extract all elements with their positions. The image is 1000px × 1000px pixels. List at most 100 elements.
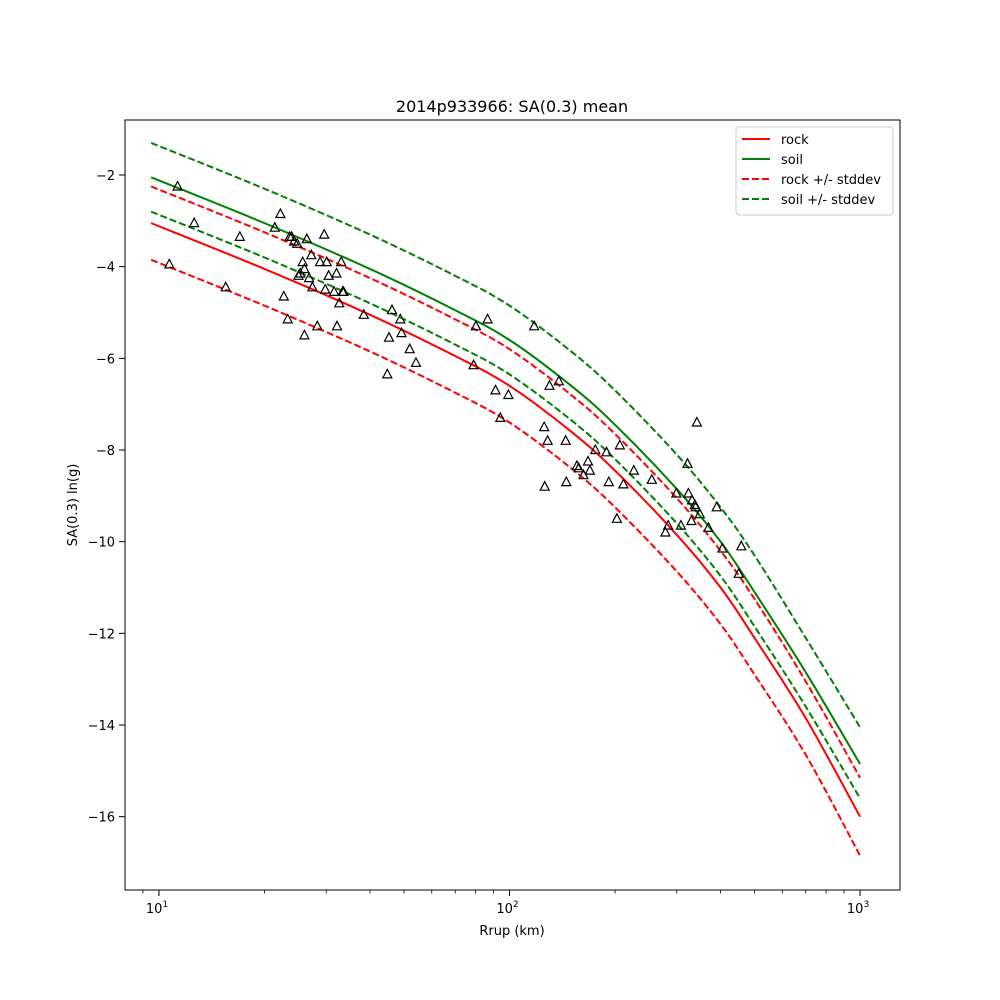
- data-point: [282, 313, 294, 324]
- data-point: [490, 384, 501, 395]
- plot-area: [150, 141, 861, 857]
- data-point: [662, 519, 674, 530]
- data-point: [675, 519, 687, 530]
- data-point: [338, 285, 349, 296]
- rock-line-0: [150, 222, 861, 818]
- data-point: [716, 542, 728, 553]
- data-point: [686, 494, 698, 505]
- data-point: [301, 232, 313, 244]
- data-point: [358, 308, 370, 319]
- data-point: [319, 283, 331, 294]
- data-point: [394, 313, 406, 324]
- data-point: [539, 480, 551, 491]
- data-point: [601, 446, 612, 457]
- x-tick-label: 102: [496, 900, 518, 917]
- data-point: [163, 258, 175, 269]
- data-point: [614, 439, 626, 450]
- data-point: [331, 267, 342, 278]
- data-point: [220, 281, 232, 292]
- y-tick-label: −10: [88, 536, 115, 551]
- y-tick-label: −6: [96, 352, 115, 367]
- data-point: [702, 521, 714, 533]
- data-point: [321, 255, 333, 267]
- data-point: [733, 567, 745, 578]
- data-point: [381, 368, 393, 379]
- data-point: [538, 420, 550, 432]
- data-point: [468, 358, 480, 370]
- data-point: [670, 487, 682, 498]
- data-point: [386, 303, 398, 315]
- data-point: [291, 237, 303, 248]
- data-point: [234, 230, 246, 241]
- data-point: [589, 443, 601, 455]
- data-point: [573, 462, 585, 473]
- rock-stddev-line-3: [150, 258, 861, 857]
- y-tick-label: −2: [96, 169, 115, 184]
- data-point: [628, 464, 640, 475]
- data-point: [682, 487, 694, 498]
- data-point: [298, 262, 310, 274]
- soil-line-1: [150, 176, 861, 765]
- data-point: [318, 228, 330, 239]
- data-point: [303, 271, 315, 283]
- axes-frame: [124, 119, 901, 891]
- data-point: [690, 501, 702, 512]
- data-point: [404, 342, 416, 354]
- data-point: [331, 320, 343, 331]
- y-axis-label: SA(0.3) ln(g): [66, 464, 81, 547]
- data-point: [274, 207, 286, 219]
- data-point: [611, 512, 623, 523]
- data-point: [542, 434, 554, 445]
- data-point: [553, 375, 565, 386]
- data-point: [297, 255, 309, 267]
- legend-label: soil: [781, 153, 803, 168]
- data-point: [646, 473, 658, 484]
- data-point: [528, 320, 540, 331]
- data-point: [682, 457, 693, 468]
- data-point: [735, 540, 747, 551]
- data-point: [470, 320, 482, 331]
- x-tick-label: 101: [146, 900, 168, 917]
- legend-label: rock: [781, 133, 809, 148]
- data-point: [396, 326, 407, 338]
- x-axis-label: Rrup (km): [479, 924, 544, 939]
- x-tick-label: 103: [847, 900, 869, 917]
- data-point: [494, 411, 506, 422]
- data-point: [711, 501, 723, 512]
- x-axis: 101 102 103: [142, 890, 869, 917]
- data-point: [269, 221, 281, 232]
- y-tick-label: −16: [88, 811, 115, 826]
- data-point: [305, 248, 317, 260]
- data-point: [502, 388, 514, 400]
- y-tick-label: −8: [96, 444, 115, 459]
- data-point: [584, 464, 596, 475]
- data-point: [323, 269, 335, 280]
- data-point: [617, 478, 629, 489]
- data-point: [694, 507, 706, 519]
- data-point: [306, 281, 318, 292]
- data-point: [314, 255, 326, 267]
- y-tick-label: −4: [96, 261, 115, 276]
- data-point: [482, 313, 494, 324]
- y-axis: −2 −4 −6 −8 −10 −12 −14 −16: [88, 169, 125, 826]
- data-point: [188, 216, 200, 228]
- data-point: [328, 285, 340, 296]
- soil-stddev-line-5: [150, 210, 861, 799]
- data-point: [603, 475, 615, 487]
- data-point: [659, 526, 671, 537]
- data-point: [278, 290, 290, 301]
- legend: rock soil rock +/- stddev soil +/- stddev: [735, 126, 894, 216]
- data-point: [410, 356, 422, 367]
- y-tick-label: −12: [88, 627, 115, 642]
- data-point: [560, 434, 572, 445]
- legend-label: soil +/- stddev: [781, 193, 876, 208]
- data-point: [383, 331, 395, 342]
- data-point: [335, 255, 347, 267]
- data-point: [172, 180, 184, 191]
- legend-label: rock +/- stddev: [781, 173, 881, 188]
- data-point: [544, 379, 555, 390]
- data-point: [582, 455, 594, 466]
- data-point: [691, 416, 703, 427]
- data-point: [560, 475, 572, 487]
